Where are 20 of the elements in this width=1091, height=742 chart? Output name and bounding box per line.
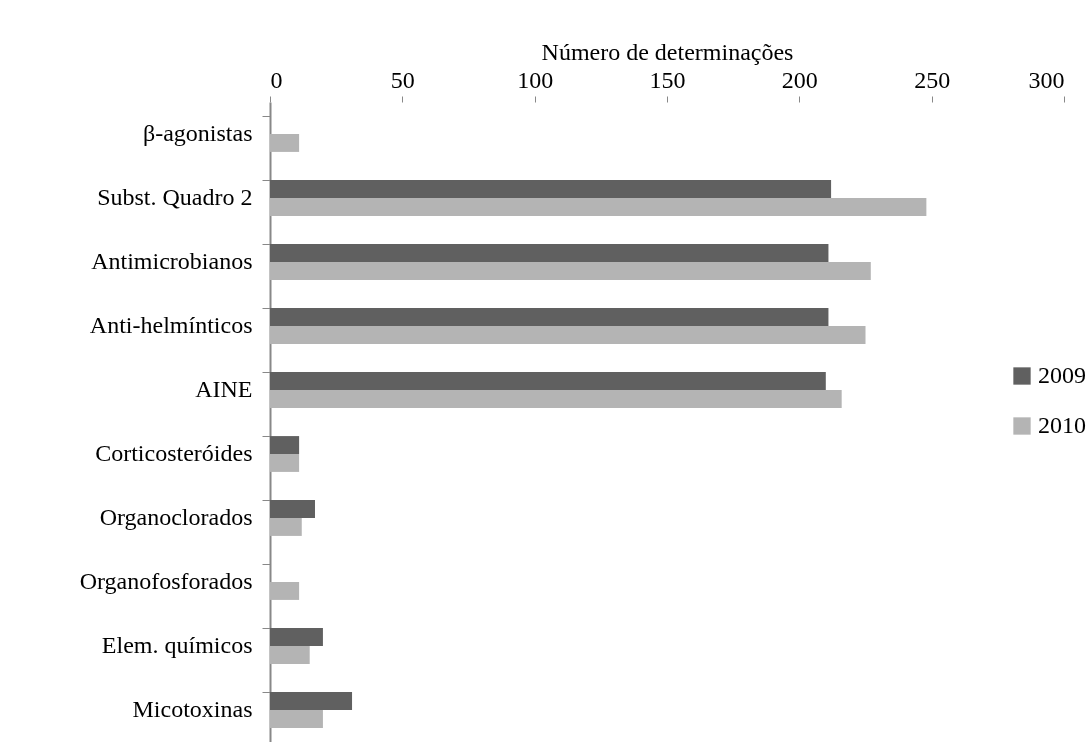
x-tick-label: 300 xyxy=(1028,66,1065,93)
x-tick-label: 50 xyxy=(390,66,415,93)
y-tick-label: Elem. químicos xyxy=(101,632,253,658)
x-tick-label: 0 xyxy=(270,66,283,93)
y-tick-label: Micotoxinas xyxy=(132,696,253,722)
x-tick-label: 150 xyxy=(649,66,686,93)
legend-label: 2010 xyxy=(1038,412,1086,438)
x-axis-title: Número de determinações xyxy=(541,38,794,65)
x-tick-label: 100 xyxy=(517,66,554,93)
legend-label: 2009 xyxy=(1038,362,1086,388)
y-tick-label: Subst. Quadro 2 xyxy=(97,184,253,210)
y-tick-label: Organofosforados xyxy=(79,568,253,594)
y-tick-label: Corticosteróides xyxy=(95,440,253,466)
x-tick-label: 200 xyxy=(781,66,818,93)
y-tick-label: β-agonistas xyxy=(142,120,253,146)
y-tick-label: Organoclorados xyxy=(99,504,253,530)
y-tick-label: Antimicrobianos xyxy=(91,248,253,274)
x-tick-label: 250 xyxy=(914,66,951,93)
y-tick-label: Anti-helmínticos xyxy=(89,312,253,338)
y-tick-label: AINE xyxy=(195,376,253,402)
